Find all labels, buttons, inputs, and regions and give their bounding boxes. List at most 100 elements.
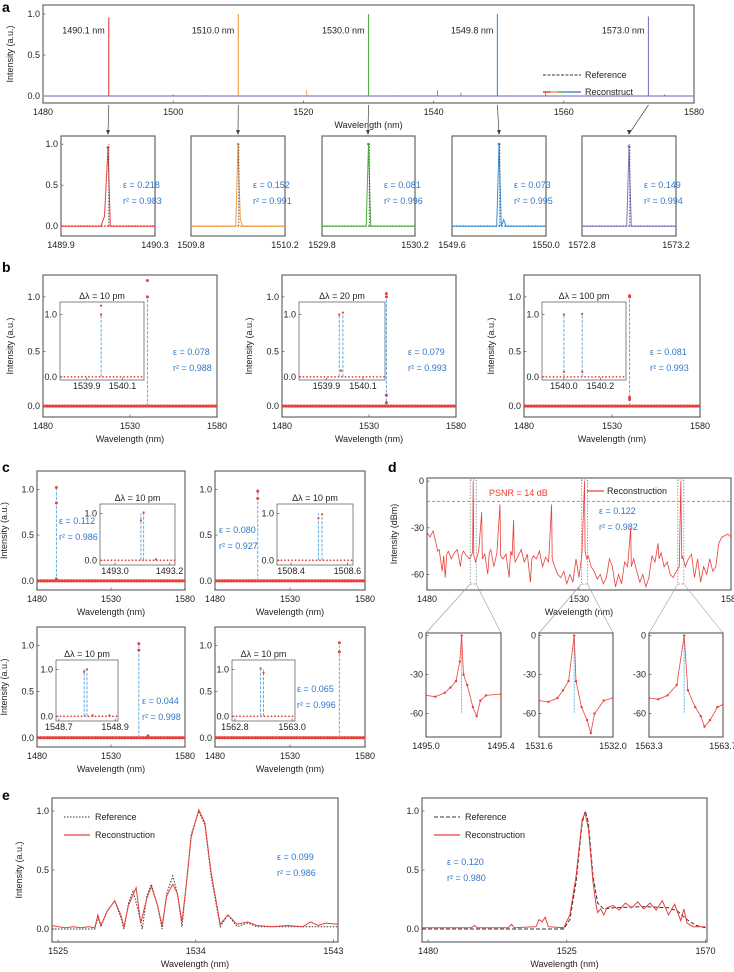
reconstruction-point <box>534 225 536 228</box>
reconstruction-point <box>264 225 266 228</box>
x-tick-label: 1530 <box>101 751 121 761</box>
x-axis-label: Wavelength (nm) <box>578 434 646 444</box>
x-tick-label: 1580 <box>355 751 375 761</box>
epsilon-value: ε = 0.081 <box>650 347 687 357</box>
panel-a-zoom: 0.0 0.5 1.0 1489.9 1490.3 ε = 0.218 r² = 0.983 <box>45 135 169 250</box>
inset-title: Δλ = 20 pm <box>319 291 365 301</box>
reconstruction-line <box>649 635 723 728</box>
reconstruction-point <box>592 225 594 228</box>
x-tick-label: 1573.2 <box>662 240 690 250</box>
y-axis-label: Intensity (a.u.) <box>0 502 9 559</box>
reconstruction-point <box>646 225 648 228</box>
reconstruction-point <box>649 225 651 228</box>
baseline-point <box>608 375 611 378</box>
plot-area <box>539 634 613 735</box>
reconstruction-point <box>100 313 103 316</box>
x-tick-label: 1540.0 <box>550 381 578 391</box>
x-tick-label: 1563.3 <box>635 741 663 751</box>
x-axis-label: Wavelength (nm) <box>335 434 403 444</box>
baseline-point <box>103 559 106 562</box>
reconstruction-point <box>270 225 272 228</box>
reconstruction-point <box>649 696 651 700</box>
reconstruction-point <box>249 225 251 228</box>
x-tick-label: 1510.2 <box>271 240 299 250</box>
plot-frame <box>59 301 145 381</box>
legend-label: Reconstruction <box>95 830 155 840</box>
y-tick-label: 0 <box>641 631 646 641</box>
plot-area <box>37 485 185 583</box>
y-tick-label: 1.0 <box>21 484 34 494</box>
plot-area <box>426 634 501 718</box>
x-tick-label: 1530.2 <box>401 240 429 250</box>
reconstruction-point <box>519 225 521 228</box>
baseline-point <box>123 375 125 378</box>
baseline-point <box>173 559 175 562</box>
inset-plot: 0.0 1.0 1493.0 1493.2 Δλ = 10 pm <box>84 493 183 576</box>
plot-area <box>37 642 185 740</box>
x-tick-label: 1529.8 <box>308 240 336 250</box>
reconstruction-point <box>137 642 141 646</box>
baseline-point <box>152 559 155 562</box>
reconstruction-point <box>339 369 343 372</box>
legend-label: Reconstruction <box>465 830 525 840</box>
baseline-point <box>284 559 286 562</box>
peak-label: 1510.0 nm <box>192 26 235 36</box>
baseline-point <box>70 715 72 718</box>
zoom-connector-arrow <box>367 104 369 135</box>
baseline-point <box>320 375 322 378</box>
y-tick-label: 1.0 <box>216 664 229 674</box>
baseline-point <box>114 559 116 562</box>
baseline-point <box>327 375 329 378</box>
reconstruction-point <box>460 634 463 637</box>
reconstruction-point <box>458 660 461 663</box>
reconstruction-point <box>104 225 106 228</box>
x-tick-label: 1539.9 <box>313 381 341 391</box>
zoom-window <box>581 479 588 585</box>
reconstruction-point <box>113 225 115 228</box>
reconstruction-point <box>499 692 501 696</box>
epsilon-value: ε = 0.122 <box>599 506 636 516</box>
x-tick-label: 1500 <box>163 107 183 117</box>
reconstruction-point <box>323 225 325 228</box>
reconstruction-point <box>661 225 663 228</box>
reconstruction-point <box>207 225 209 228</box>
x-tick-label: 1493.2 <box>156 566 184 576</box>
reconstruction-point <box>54 485 58 489</box>
reconstruction-point <box>98 225 100 228</box>
y-tick-label: 0.5 <box>406 865 419 875</box>
inset-plot: 0.0 1.0 1540.0 1540.2 Δλ = 100 pm <box>526 291 627 391</box>
x-tick-label: 1580 <box>690 421 710 431</box>
reconstruction-point <box>459 225 461 228</box>
reconstruction-point <box>95 225 97 228</box>
baseline-point <box>87 715 90 718</box>
reconstruction-point <box>216 225 218 228</box>
reconstruction-point <box>561 689 565 692</box>
baseline-point <box>126 375 129 378</box>
reference-line <box>52 809 338 930</box>
baseline-point <box>140 375 143 378</box>
y-tick-label: 0.5 <box>27 346 40 356</box>
zoom-connector <box>538 583 582 634</box>
reconstruction-point <box>604 225 606 228</box>
reconstruction-line <box>422 811 706 929</box>
legend-label: Reconstruction <box>607 486 667 496</box>
baseline-point <box>98 375 101 378</box>
reconstruction-line <box>52 808 338 929</box>
x-tick-label: 1548.7 <box>45 722 73 732</box>
reconstruction-point <box>589 225 591 228</box>
reconstruction-point <box>453 225 455 228</box>
reconstruction-point <box>384 292 388 296</box>
baseline-point <box>232 715 234 718</box>
y-tick-label: 0.5 <box>21 687 34 697</box>
reconstruction-point <box>708 718 712 722</box>
baseline-point <box>274 715 276 718</box>
reconstruction-point <box>71 225 73 228</box>
epsilon-value: ε = 0.078 <box>173 347 210 357</box>
reconstruction-point <box>192 225 194 228</box>
reconstruction-point <box>380 225 382 228</box>
r-squared-value: r² = 0.988 <box>173 363 212 373</box>
baseline-point <box>112 715 114 718</box>
panel-e-plot: 0.0 0.5 1.0 1480 1525 1570 Wavelength (nm) Refe… <box>406 797 715 969</box>
x-tick-label: 1530 <box>602 421 622 431</box>
baseline-point <box>326 559 328 562</box>
